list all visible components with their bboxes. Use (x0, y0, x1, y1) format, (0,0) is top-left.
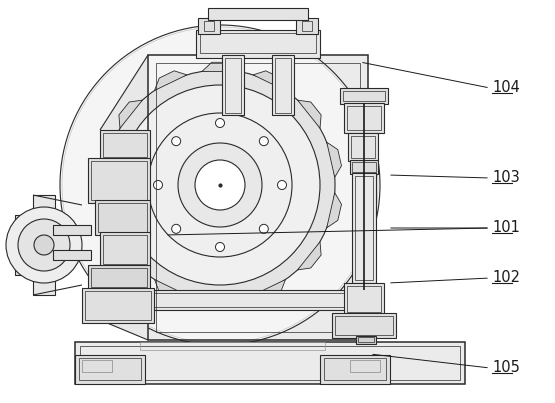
Circle shape (171, 224, 181, 233)
Circle shape (215, 243, 225, 251)
Circle shape (215, 118, 225, 127)
Bar (82, 288, 154, 323)
Circle shape (105, 70, 335, 300)
Bar (156, 63, 360, 332)
Bar (91, 268, 147, 287)
Bar (196, 30, 320, 58)
Bar (344, 283, 384, 315)
Polygon shape (154, 280, 187, 299)
Bar (75, 355, 145, 384)
Polygon shape (253, 280, 285, 299)
Bar (302, 21, 312, 31)
Bar (79, 358, 141, 380)
Bar (275, 58, 291, 113)
Circle shape (6, 207, 82, 283)
Polygon shape (99, 142, 113, 177)
Bar (347, 286, 381, 312)
Bar (332, 313, 396, 338)
Circle shape (178, 143, 262, 227)
Bar (344, 103, 384, 133)
Bar (358, 337, 374, 342)
Circle shape (259, 224, 268, 233)
Bar (347, 106, 381, 130)
Text: 101: 101 (492, 220, 520, 235)
Bar (198, 18, 220, 34)
Bar (33, 195, 55, 295)
Bar (17, 218, 31, 272)
Polygon shape (253, 71, 285, 90)
Polygon shape (99, 193, 113, 228)
Bar (208, 8, 308, 20)
Polygon shape (297, 100, 321, 128)
Bar (75, 342, 465, 384)
Bar (85, 291, 151, 320)
Polygon shape (202, 62, 238, 71)
Bar (100, 130, 150, 160)
Bar (103, 235, 147, 264)
Bar (335, 316, 393, 335)
Polygon shape (327, 193, 341, 228)
Circle shape (171, 137, 181, 145)
Bar (148, 55, 368, 340)
Bar (53, 225, 91, 235)
Circle shape (60, 25, 380, 345)
Polygon shape (119, 100, 143, 128)
Bar (103, 133, 147, 157)
Polygon shape (119, 242, 143, 270)
Bar (343, 91, 385, 101)
Bar (320, 355, 390, 384)
Bar (15, 215, 33, 275)
Text: 102: 102 (492, 270, 520, 285)
Polygon shape (154, 71, 187, 90)
Circle shape (195, 160, 245, 210)
Bar (148, 55, 368, 340)
Bar (350, 360, 380, 372)
Bar (356, 336, 376, 344)
Bar (82, 360, 112, 372)
Polygon shape (327, 142, 341, 177)
Text: 103: 103 (492, 170, 519, 185)
Circle shape (18, 219, 70, 271)
Circle shape (154, 181, 163, 189)
Circle shape (259, 137, 268, 145)
Bar (88, 158, 150, 203)
Bar (98, 203, 147, 232)
Bar (352, 173, 376, 283)
Bar (272, 55, 294, 115)
Text: 105: 105 (492, 361, 520, 376)
Circle shape (278, 181, 286, 189)
Polygon shape (297, 242, 321, 270)
Bar (352, 162, 376, 172)
Bar (348, 133, 378, 161)
Polygon shape (100, 55, 148, 340)
Bar (95, 200, 150, 235)
Circle shape (120, 85, 320, 285)
Bar (204, 21, 214, 31)
Bar (88, 265, 150, 290)
Bar (140, 342, 325, 350)
Circle shape (34, 235, 54, 255)
Bar (200, 33, 316, 53)
Polygon shape (202, 299, 238, 308)
Bar (350, 160, 378, 174)
Bar (100, 232, 150, 267)
Bar (148, 290, 348, 310)
Bar (53, 250, 91, 260)
Text: 104: 104 (492, 81, 520, 96)
Circle shape (148, 113, 292, 257)
Bar (340, 88, 388, 104)
Bar (355, 176, 373, 280)
Bar (296, 18, 318, 34)
Bar (151, 293, 345, 307)
Bar (225, 58, 241, 113)
Bar (91, 161, 147, 200)
Bar (80, 346, 460, 380)
Bar (222, 55, 244, 115)
Bar (324, 358, 386, 380)
Bar (351, 136, 375, 158)
